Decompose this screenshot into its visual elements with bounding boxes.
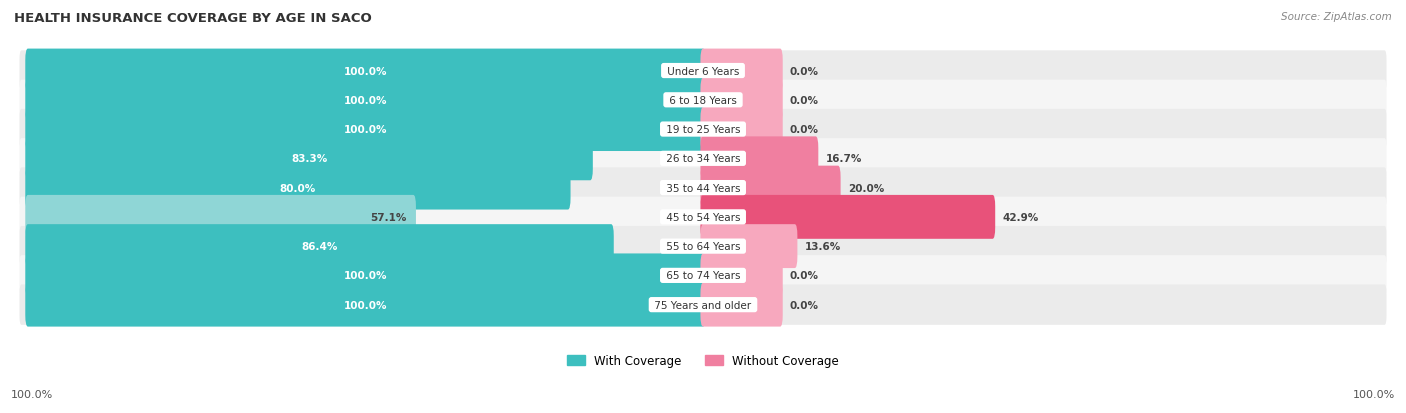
FancyBboxPatch shape: [25, 78, 706, 122]
Text: 100.0%: 100.0%: [343, 300, 387, 310]
Legend: With Coverage, Without Coverage: With Coverage, Without Coverage: [567, 354, 839, 367]
FancyBboxPatch shape: [25, 195, 416, 239]
Text: 57.1%: 57.1%: [371, 212, 406, 222]
FancyBboxPatch shape: [20, 197, 1386, 237]
Text: 6 to 18 Years: 6 to 18 Years: [666, 95, 740, 106]
FancyBboxPatch shape: [25, 137, 593, 181]
Text: 86.4%: 86.4%: [301, 242, 337, 252]
FancyBboxPatch shape: [25, 254, 706, 298]
Text: 0.0%: 0.0%: [790, 66, 818, 76]
FancyBboxPatch shape: [700, 225, 797, 268]
Text: 45 to 54 Years: 45 to 54 Years: [662, 212, 744, 222]
Text: HEALTH INSURANCE COVERAGE BY AGE IN SACO: HEALTH INSURANCE COVERAGE BY AGE IN SACO: [14, 12, 371, 25]
FancyBboxPatch shape: [20, 51, 1386, 92]
Text: 0.0%: 0.0%: [790, 300, 818, 310]
FancyBboxPatch shape: [20, 81, 1386, 121]
FancyBboxPatch shape: [700, 108, 783, 152]
Text: 20.0%: 20.0%: [848, 183, 884, 193]
Text: 100.0%: 100.0%: [343, 125, 387, 135]
Text: 16.7%: 16.7%: [825, 154, 862, 164]
Text: 83.3%: 83.3%: [291, 154, 328, 164]
FancyBboxPatch shape: [700, 166, 841, 210]
FancyBboxPatch shape: [20, 139, 1386, 179]
Text: 35 to 44 Years: 35 to 44 Years: [662, 183, 744, 193]
Text: 55 to 64 Years: 55 to 64 Years: [662, 242, 744, 252]
Text: 100.0%: 100.0%: [11, 389, 53, 399]
Text: 13.6%: 13.6%: [804, 242, 841, 252]
Text: 100.0%: 100.0%: [343, 95, 387, 106]
Text: 100.0%: 100.0%: [343, 271, 387, 281]
Text: 0.0%: 0.0%: [790, 271, 818, 281]
FancyBboxPatch shape: [20, 168, 1386, 208]
Text: 100.0%: 100.0%: [1353, 389, 1395, 399]
Text: 19 to 25 Years: 19 to 25 Years: [662, 125, 744, 135]
FancyBboxPatch shape: [20, 226, 1386, 267]
FancyBboxPatch shape: [20, 285, 1386, 325]
FancyBboxPatch shape: [700, 254, 783, 298]
FancyBboxPatch shape: [25, 225, 614, 268]
Text: 75 Years and older: 75 Years and older: [651, 300, 755, 310]
Text: 0.0%: 0.0%: [790, 95, 818, 106]
FancyBboxPatch shape: [700, 283, 783, 327]
FancyBboxPatch shape: [700, 137, 818, 181]
Text: Source: ZipAtlas.com: Source: ZipAtlas.com: [1281, 12, 1392, 22]
FancyBboxPatch shape: [25, 108, 706, 152]
Text: 65 to 74 Years: 65 to 74 Years: [662, 271, 744, 281]
Text: Under 6 Years: Under 6 Years: [664, 66, 742, 76]
FancyBboxPatch shape: [25, 283, 706, 327]
FancyBboxPatch shape: [20, 109, 1386, 150]
FancyBboxPatch shape: [25, 166, 571, 210]
Text: 26 to 34 Years: 26 to 34 Years: [662, 154, 744, 164]
Text: 42.9%: 42.9%: [1002, 212, 1039, 222]
FancyBboxPatch shape: [700, 50, 783, 93]
FancyBboxPatch shape: [25, 50, 706, 93]
FancyBboxPatch shape: [700, 78, 783, 122]
Text: 100.0%: 100.0%: [343, 66, 387, 76]
FancyBboxPatch shape: [20, 256, 1386, 296]
FancyBboxPatch shape: [700, 195, 995, 239]
Text: 0.0%: 0.0%: [790, 125, 818, 135]
Text: 80.0%: 80.0%: [280, 183, 316, 193]
